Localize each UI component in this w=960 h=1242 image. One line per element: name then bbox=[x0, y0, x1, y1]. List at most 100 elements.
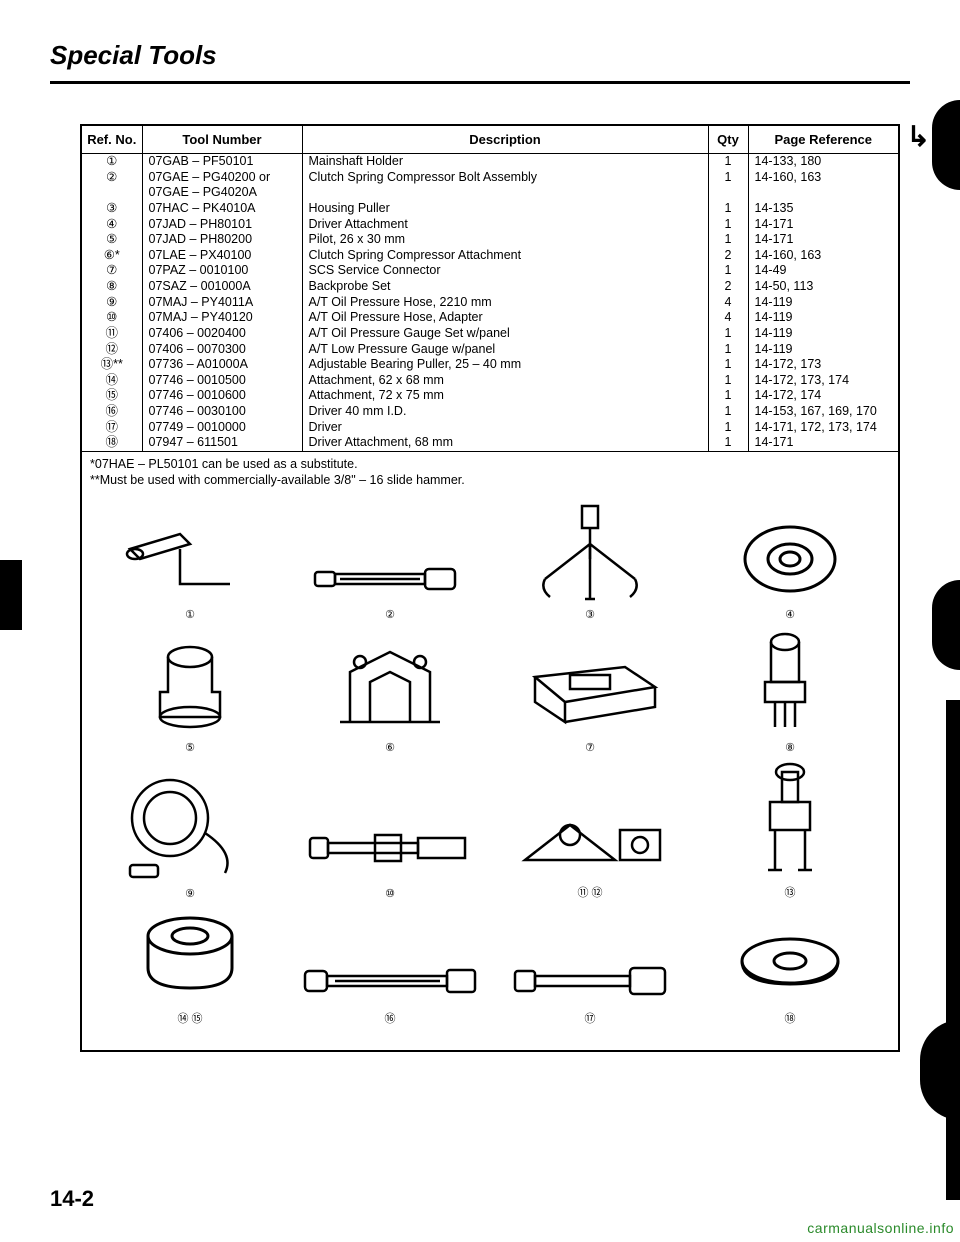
cell-ref: ⑱ bbox=[82, 435, 142, 451]
illustration-label: ⑰ bbox=[585, 1010, 596, 1026]
cell-qty: 1 bbox=[708, 326, 748, 342]
table-row: ⑪07406 – 0020400A/T Oil Pressure Gauge S… bbox=[82, 326, 898, 342]
cell-desc: Housing Puller bbox=[302, 201, 708, 217]
cell-tool: 07SAZ – 001000A bbox=[142, 279, 302, 295]
cell-desc: SCS Service Connector bbox=[302, 263, 708, 279]
tool-illustration bbox=[730, 926, 850, 1006]
cell-qty: 1 bbox=[708, 404, 748, 420]
cell-tool: 07JAD – PH80200 bbox=[142, 232, 302, 248]
cell-qty: 1 bbox=[708, 388, 748, 404]
illustration-cell: ⑯ bbox=[290, 956, 490, 1026]
cell-tool: 07746 – 0010600 bbox=[142, 388, 302, 404]
illustration-label: ⑬ bbox=[785, 884, 796, 900]
cell-ref: ⑬** bbox=[82, 357, 142, 373]
cell-desc: Clutch Spring Compressor Attachment bbox=[302, 248, 708, 264]
cell-page: 14-172, 173, 174 bbox=[748, 373, 898, 389]
tool-illustration bbox=[515, 647, 665, 737]
cell-desc: Driver bbox=[302, 420, 708, 436]
cell-tool: 07406 – 0020400 bbox=[142, 326, 302, 342]
right-strip bbox=[946, 700, 960, 1200]
cell-tool: 07LAE – PX40100 bbox=[142, 248, 302, 264]
tool-illustration bbox=[320, 637, 460, 737]
cell-tool: 07406 – 0070300 bbox=[142, 342, 302, 358]
cell-tool: 07GAB – PF50101 bbox=[142, 154, 302, 170]
cell-desc: Attachment, 72 x 75 mm bbox=[302, 388, 708, 404]
col-desc: Description bbox=[302, 126, 708, 154]
cell-qty: 1 bbox=[708, 154, 748, 170]
illustration-cell: ③ bbox=[490, 504, 690, 621]
cell-page: 14-49 bbox=[748, 263, 898, 279]
illustration-label: ④ bbox=[785, 608, 795, 621]
illustration-label: ⑱ bbox=[785, 1010, 796, 1026]
cell-qty: 2 bbox=[708, 248, 748, 264]
left-tab bbox=[0, 560, 22, 630]
tool-illustration bbox=[740, 760, 840, 880]
tool-illustration bbox=[530, 504, 650, 604]
page-number: 14-2 bbox=[50, 1186, 94, 1212]
cell-ref: ④ bbox=[82, 217, 142, 233]
cell-qty: 1 bbox=[708, 170, 748, 201]
cell-ref: ⑨ bbox=[82, 295, 142, 311]
illustration-row: ① ② ③ ④ bbox=[90, 504, 890, 621]
illustration-label: ⑤ bbox=[185, 741, 195, 754]
cell-page: 14-119 bbox=[748, 310, 898, 326]
watermark: carmanualsonline.info bbox=[807, 1220, 954, 1236]
table-header-row: Ref. No. Tool Number Description Qty Pag… bbox=[82, 126, 898, 154]
table-row: ⑰07749 – 0010000Driver114-171, 172, 173,… bbox=[82, 420, 898, 436]
cell-desc: Mainshaft Holder bbox=[302, 154, 708, 170]
illustration-cell: ① bbox=[90, 524, 290, 621]
illustration-cell: ④ bbox=[690, 514, 890, 621]
illustration-row: ⑤ ⑥ ⑦ ⑧ bbox=[90, 627, 890, 754]
col-page: Page Reference bbox=[748, 126, 898, 154]
col-qty: Qty bbox=[708, 126, 748, 154]
cell-tool: 07MAJ – PY4011A bbox=[142, 295, 302, 311]
table-row: ⑤07JAD – PH80200Pilot, 26 x 30 mm114-171 bbox=[82, 232, 898, 248]
cell-tool: 07PAZ – 0010100 bbox=[142, 263, 302, 279]
cell-qty: 1 bbox=[708, 217, 748, 233]
cell-qty: 1 bbox=[708, 373, 748, 389]
footnote-1: *07HAE – PL50101 can be used as a substi… bbox=[90, 456, 890, 472]
cell-page: 14-172, 174 bbox=[748, 388, 898, 404]
illustration-label: ① bbox=[185, 608, 195, 621]
illustration-label: ⑭ ⑮ bbox=[177, 1010, 202, 1026]
cell-ref: ⑯ bbox=[82, 404, 142, 420]
table-row: ⑮07746 – 0010600Attachment, 72 x 75 mm11… bbox=[82, 388, 898, 404]
cell-qty: 4 bbox=[708, 310, 748, 326]
cell-page: 14-160, 163 bbox=[748, 248, 898, 264]
cell-page: 14-172, 173 bbox=[748, 357, 898, 373]
illustration-cell: ⑰ bbox=[490, 956, 690, 1026]
cell-tool: 07746 – 0010500 bbox=[142, 373, 302, 389]
cell-qty: 4 bbox=[708, 295, 748, 311]
cell-ref: ⑭ bbox=[82, 373, 142, 389]
illustration-cell: ⑱ bbox=[690, 926, 890, 1026]
cell-desc: A/T Oil Pressure Hose, 2210 mm bbox=[302, 295, 708, 311]
cell-ref: ⑧ bbox=[82, 279, 142, 295]
illustration-cell: ⑨ bbox=[90, 773, 290, 900]
cell-desc: A/T Oil Pressure Gauge Set w/panel bbox=[302, 326, 708, 342]
cell-desc: Clutch Spring Compressor Bolt Assembly bbox=[302, 170, 708, 201]
illustration-row: ⑨ ⑩ ⑪ ⑫ ⑬ bbox=[90, 760, 890, 900]
cell-ref: ② bbox=[82, 170, 142, 201]
cell-desc: Driver Attachment, 68 mm bbox=[302, 435, 708, 451]
illustration-label: ⑪ ⑫ bbox=[577, 884, 602, 900]
cell-desc: A/T Low Pressure Gauge w/panel bbox=[302, 342, 708, 358]
cell-page: 14-171 bbox=[748, 232, 898, 248]
cell-desc: Driver Attachment bbox=[302, 217, 708, 233]
table-row: ⑬**07736 – A01000AAdjustable Bearing Pul… bbox=[82, 357, 898, 373]
illustration-label: ② bbox=[385, 608, 395, 621]
right-tab-upper bbox=[932, 100, 960, 190]
tool-illustration bbox=[730, 627, 850, 737]
cell-desc: Adjustable Bearing Puller, 25 – 40 mm bbox=[302, 357, 708, 373]
illustration-cell: ⑧ bbox=[690, 627, 890, 754]
table-row: ⑫07406 – 0070300A/T Low Pressure Gauge w… bbox=[82, 342, 898, 358]
cell-ref: ⑮ bbox=[82, 388, 142, 404]
illustration-cell: ⑦ bbox=[490, 647, 690, 754]
cell-ref: ⑥* bbox=[82, 248, 142, 264]
content-box: Ref. No. Tool Number Description Qty Pag… bbox=[80, 124, 900, 1052]
tool-illustration bbox=[310, 554, 470, 604]
cell-page: 14-119 bbox=[748, 342, 898, 358]
table-row: ⑩07MAJ – PY40120A/T Oil Pressure Hose, A… bbox=[82, 310, 898, 326]
cell-desc: Attachment, 62 x 68 mm bbox=[302, 373, 708, 389]
cell-tool: 07947 – 611501 bbox=[142, 435, 302, 451]
tool-illustration bbox=[305, 813, 475, 883]
